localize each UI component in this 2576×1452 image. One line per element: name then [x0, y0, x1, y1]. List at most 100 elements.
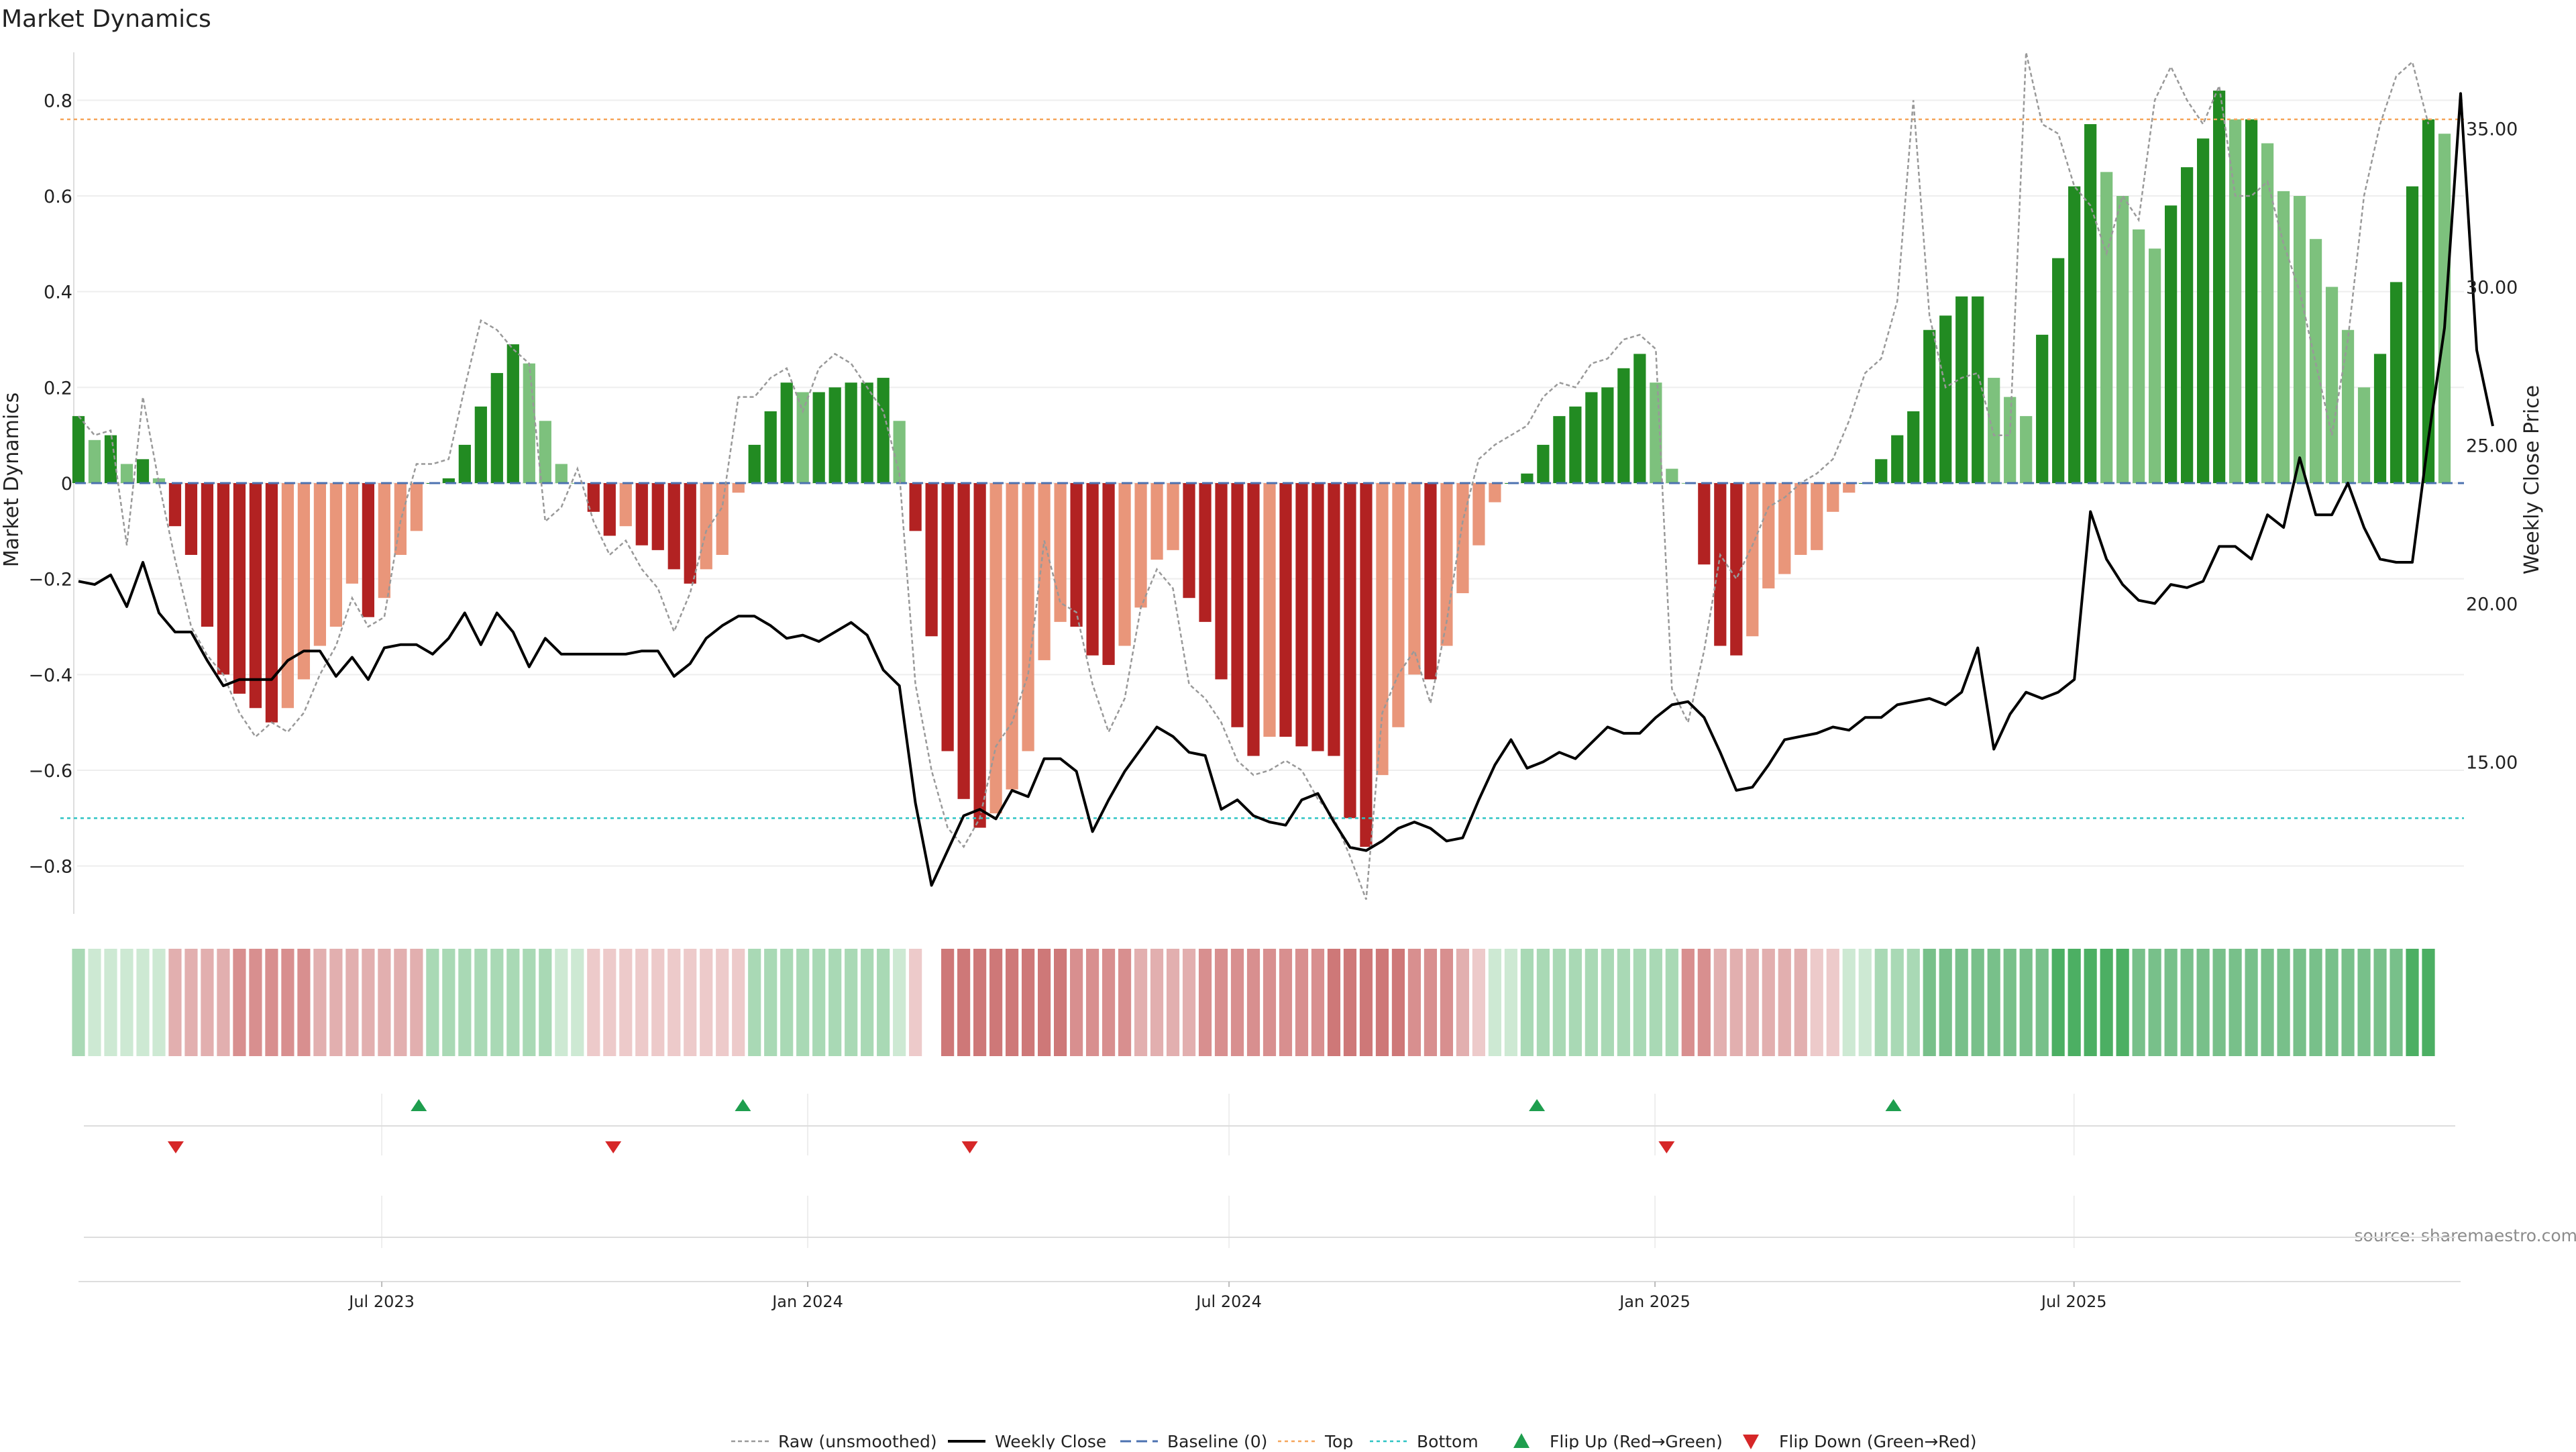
bar — [89, 440, 101, 483]
bar — [1762, 483, 1774, 588]
regime-cell — [378, 949, 390, 1056]
flip-down-marker — [605, 1141, 621, 1153]
legend-label: Baseline (0) — [1167, 1432, 1267, 1449]
regime-cell — [2245, 949, 2257, 1056]
regime-cell — [861, 949, 873, 1056]
legend-label: Raw (unsmoothed) — [778, 1432, 937, 1449]
legend-label: Flip Down (Green→Red) — [1779, 1432, 1977, 1449]
regime-cell — [1859, 949, 1872, 1056]
bar — [797, 392, 809, 483]
y-tick-label: 0.8 — [44, 91, 72, 111]
bar — [1424, 483, 1436, 679]
bar — [700, 483, 712, 569]
bar — [1633, 354, 1646, 483]
regime-cell — [1955, 949, 1968, 1056]
regime-cell — [1440, 949, 1453, 1056]
regime-cell — [1006, 949, 1018, 1056]
regime-cell — [426, 949, 439, 1056]
regime-cell — [88, 949, 101, 1056]
bar — [1344, 483, 1356, 818]
regime-cell — [1827, 949, 1839, 1056]
regime-cell — [2004, 949, 2017, 1056]
bar — [861, 382, 873, 483]
flip-markers-panel — [84, 1094, 2455, 1248]
regime-cell — [587, 949, 600, 1056]
flip-down-marker — [168, 1141, 184, 1153]
bar — [1617, 368, 1629, 483]
regime-cell — [2373, 949, 2386, 1056]
y-tick-labels: −0.8−0.6−0.4−0.200.20.40.60.8 — [28, 91, 72, 877]
regime-cell — [796, 949, 809, 1056]
regime-cell — [1247, 949, 1260, 1056]
regime-cell — [1360, 949, 1373, 1056]
y-tick-label: −0.2 — [28, 570, 72, 590]
bar — [1843, 483, 1855, 492]
legend-label: Bottom — [1417, 1432, 1479, 1449]
bar — [716, 483, 729, 555]
regime-cell — [1183, 949, 1195, 1056]
bar — [942, 483, 954, 751]
regime-cell — [1038, 949, 1051, 1056]
bar — [684, 483, 696, 584]
bar — [2245, 119, 2257, 483]
bar — [2165, 205, 2177, 483]
regime-cell — [523, 949, 535, 1056]
regime-cell — [1923, 949, 1936, 1056]
regime-cell — [1022, 949, 1034, 1056]
regime-cell — [2277, 949, 2290, 1056]
regime-cell — [2309, 949, 2322, 1056]
bar — [266, 483, 278, 723]
bar — [185, 483, 197, 555]
regime-cell — [104, 949, 117, 1056]
bar — [1698, 483, 1710, 564]
regime-strip — [72, 949, 2434, 1056]
bar — [2342, 330, 2354, 483]
bar — [1988, 378, 2000, 483]
bar — [2052, 258, 2064, 483]
regime-cell — [1585, 949, 1598, 1056]
bar — [1247, 483, 1259, 756]
regime-cell — [989, 949, 1002, 1056]
regime-cell — [249, 949, 262, 1056]
regime-cell — [2181, 949, 2194, 1056]
regime-cell — [120, 949, 133, 1056]
regime-cell — [1118, 949, 1131, 1056]
regime-cell — [1988, 949, 2000, 1056]
y-tick-label: 0.2 — [44, 378, 72, 399]
bar — [2036, 335, 2048, 483]
y2-tick-label: 35.00 — [2466, 119, 2518, 140]
y2-tick-label: 30.00 — [2466, 277, 2518, 298]
regime-cell — [1666, 949, 1678, 1056]
bar — [1102, 483, 1114, 665]
regime-cell — [1633, 949, 1646, 1056]
bar — [1070, 483, 1082, 627]
bar — [378, 483, 390, 598]
regime-cell — [2100, 949, 2113, 1056]
bar — [2294, 196, 2306, 483]
bar — [2358, 387, 2370, 483]
chart-title: Market Dynamics — [1, 5, 211, 33]
regime-cell — [1408, 949, 1421, 1056]
regime-cell — [716, 949, 729, 1056]
regime-cell — [1102, 949, 1115, 1056]
regime-cell — [2116, 949, 2129, 1056]
regime-cell — [1086, 949, 1099, 1056]
regime-cell — [1424, 949, 1437, 1056]
bar — [1150, 483, 1163, 560]
regime-cell — [957, 949, 970, 1056]
bar — [1392, 483, 1404, 727]
bar — [1666, 469, 1678, 483]
regime-cell — [925, 949, 938, 1056]
regime-cell — [1569, 949, 1582, 1056]
regime-cell — [1199, 949, 1212, 1056]
regime-cell — [458, 949, 471, 1056]
regime-cell — [1730, 949, 1743, 1056]
bar — [282, 483, 294, 708]
regime-cell — [877, 949, 890, 1056]
y-tick-label: −0.4 — [28, 665, 72, 686]
flip-up-marker — [1886, 1099, 1902, 1111]
bar — [169, 483, 181, 526]
bar — [217, 483, 229, 674]
